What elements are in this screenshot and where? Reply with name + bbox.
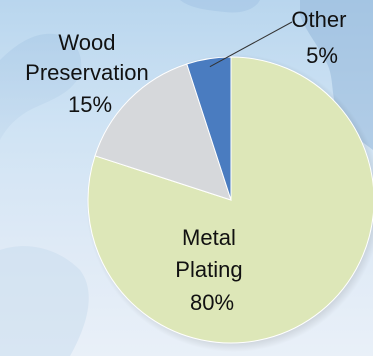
slice-label-wood-preservation: Wood Preservation 15% <box>25 30 155 117</box>
leader-line-other <box>209 21 293 68</box>
land-shape-left <box>0 33 82 140</box>
slice-label-metal-plating: Metal Plating 80% <box>175 225 248 315</box>
pie-slice-wood-preservation <box>94 63 232 201</box>
pie-slices <box>87 56 373 344</box>
pie-slice-other <box>186 56 232 201</box>
slice-label-other: Other 5% <box>291 7 352 68</box>
land-shape-right <box>300 0 373 150</box>
land-shape-top <box>180 0 260 13</box>
land-shape-bottom <box>0 246 89 356</box>
